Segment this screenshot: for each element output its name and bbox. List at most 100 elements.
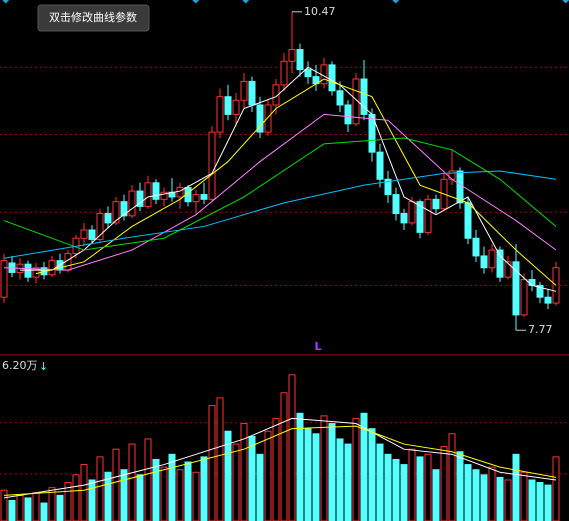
- volume-bar: [424, 453, 432, 521]
- volume-bar: [160, 466, 168, 521]
- candle-body: [384, 178, 392, 196]
- candle-body: [216, 96, 224, 133]
- candle-body: [256, 104, 264, 133]
- volume-bar: [304, 428, 312, 521]
- candle-body: [536, 284, 544, 298]
- candle-body: [352, 78, 360, 125]
- volume-bar: [368, 428, 376, 521]
- volume-bar: [376, 443, 384, 521]
- candle-body: [24, 263, 32, 278]
- volume-bar: [480, 474, 488, 521]
- candle-body: [144, 182, 152, 207]
- ma-line: [3, 425, 557, 496]
- candle-body: [48, 260, 56, 276]
- ma-line: [3, 113, 557, 271]
- volume-bar: [104, 471, 112, 521]
- volume-bar: [88, 479, 96, 521]
- volume-bar: [544, 484, 552, 521]
- volume-bar: [176, 469, 184, 521]
- volume-bar: [56, 494, 64, 521]
- volume-bar: [528, 479, 536, 521]
- volume-bar: [352, 417, 360, 521]
- candle-body: [416, 201, 424, 233]
- volume-bar: [152, 458, 160, 521]
- candle-body: [304, 69, 312, 78]
- volume-bar: [264, 430, 272, 521]
- volume-bar: [136, 474, 144, 521]
- candle-body: [96, 212, 104, 240]
- candle-body: [248, 80, 256, 106]
- candle-body: [176, 187, 184, 198]
- candle-body: [376, 151, 384, 180]
- candle-body: [456, 170, 464, 204]
- tooltip: 双击修改曲线参数: [49, 10, 137, 24]
- candle-body: [136, 190, 144, 207]
- volume-bar: [24, 497, 32, 521]
- candle-body: [464, 202, 472, 239]
- volume-bar: [440, 446, 448, 521]
- candle-body: [184, 187, 192, 203]
- candle-body: [288, 49, 296, 62]
- volume-bar: [488, 466, 496, 521]
- candle-body: [392, 194, 400, 214]
- volume-arrow: ↓: [39, 360, 48, 373]
- volume-bar: [248, 435, 256, 521]
- ma-line: [35, 78, 557, 286]
- volume-bar: [320, 415, 328, 521]
- candle-body: [80, 229, 88, 239]
- ma-line: [3, 137, 557, 251]
- volume-bar: [272, 417, 280, 521]
- volume-bar: [280, 392, 288, 521]
- candle-body: [264, 104, 272, 133]
- volume-bar: [496, 476, 504, 521]
- candle-body: [152, 182, 160, 200]
- candle-body: [400, 212, 408, 224]
- volume-bar: [168, 453, 176, 521]
- volume-bar: [336, 438, 344, 521]
- candle-body: [296, 49, 304, 71]
- candle-body: [240, 80, 248, 101]
- volume-bar: [408, 448, 416, 521]
- volume-bar: [96, 456, 104, 521]
- volume-bar: [64, 482, 72, 521]
- volume-bar: [344, 443, 352, 521]
- volume-label: 6.20万: [2, 359, 38, 372]
- candle-body: [432, 198, 440, 210]
- candle-body: [480, 255, 488, 269]
- volume-bar: [448, 433, 456, 521]
- volume-bar: [16, 494, 24, 521]
- volume-bar: [208, 405, 216, 521]
- candle-body: [120, 201, 128, 217]
- volume-bar: [536, 482, 544, 521]
- volume-bar: [432, 469, 440, 521]
- candle-body: [280, 60, 288, 86]
- volume-bar: [216, 397, 224, 521]
- candle-body: [544, 296, 552, 304]
- ma-line: [3, 417, 557, 499]
- candle-body: [272, 84, 280, 106]
- volume-bar: [472, 469, 480, 521]
- top-diamonds: [1, 0, 569, 4]
- volume-bar: [464, 464, 472, 521]
- candle-body: [232, 99, 240, 115]
- candle-body: [128, 190, 136, 217]
- volume-bar: [312, 433, 320, 521]
- candle-body: [424, 198, 432, 233]
- volume-bar: [384, 453, 392, 521]
- volume-bar: [144, 438, 152, 521]
- candle-body: [160, 191, 168, 200]
- candle-body: [496, 249, 504, 278]
- candle-body: [104, 212, 112, 224]
- volume-bar: [328, 423, 336, 521]
- candle-body: [200, 194, 208, 200]
- volume-bar: [400, 464, 408, 521]
- candle-body: [408, 201, 416, 224]
- volume-bar: [552, 456, 560, 521]
- candle-body: [192, 194, 200, 203]
- volume-bar: [512, 453, 520, 521]
- volume-bar: [296, 412, 304, 521]
- candle-body: [208, 131, 216, 200]
- volume-bar: [40, 502, 48, 521]
- volume-bar: [456, 451, 464, 521]
- volume-bar: [8, 499, 16, 521]
